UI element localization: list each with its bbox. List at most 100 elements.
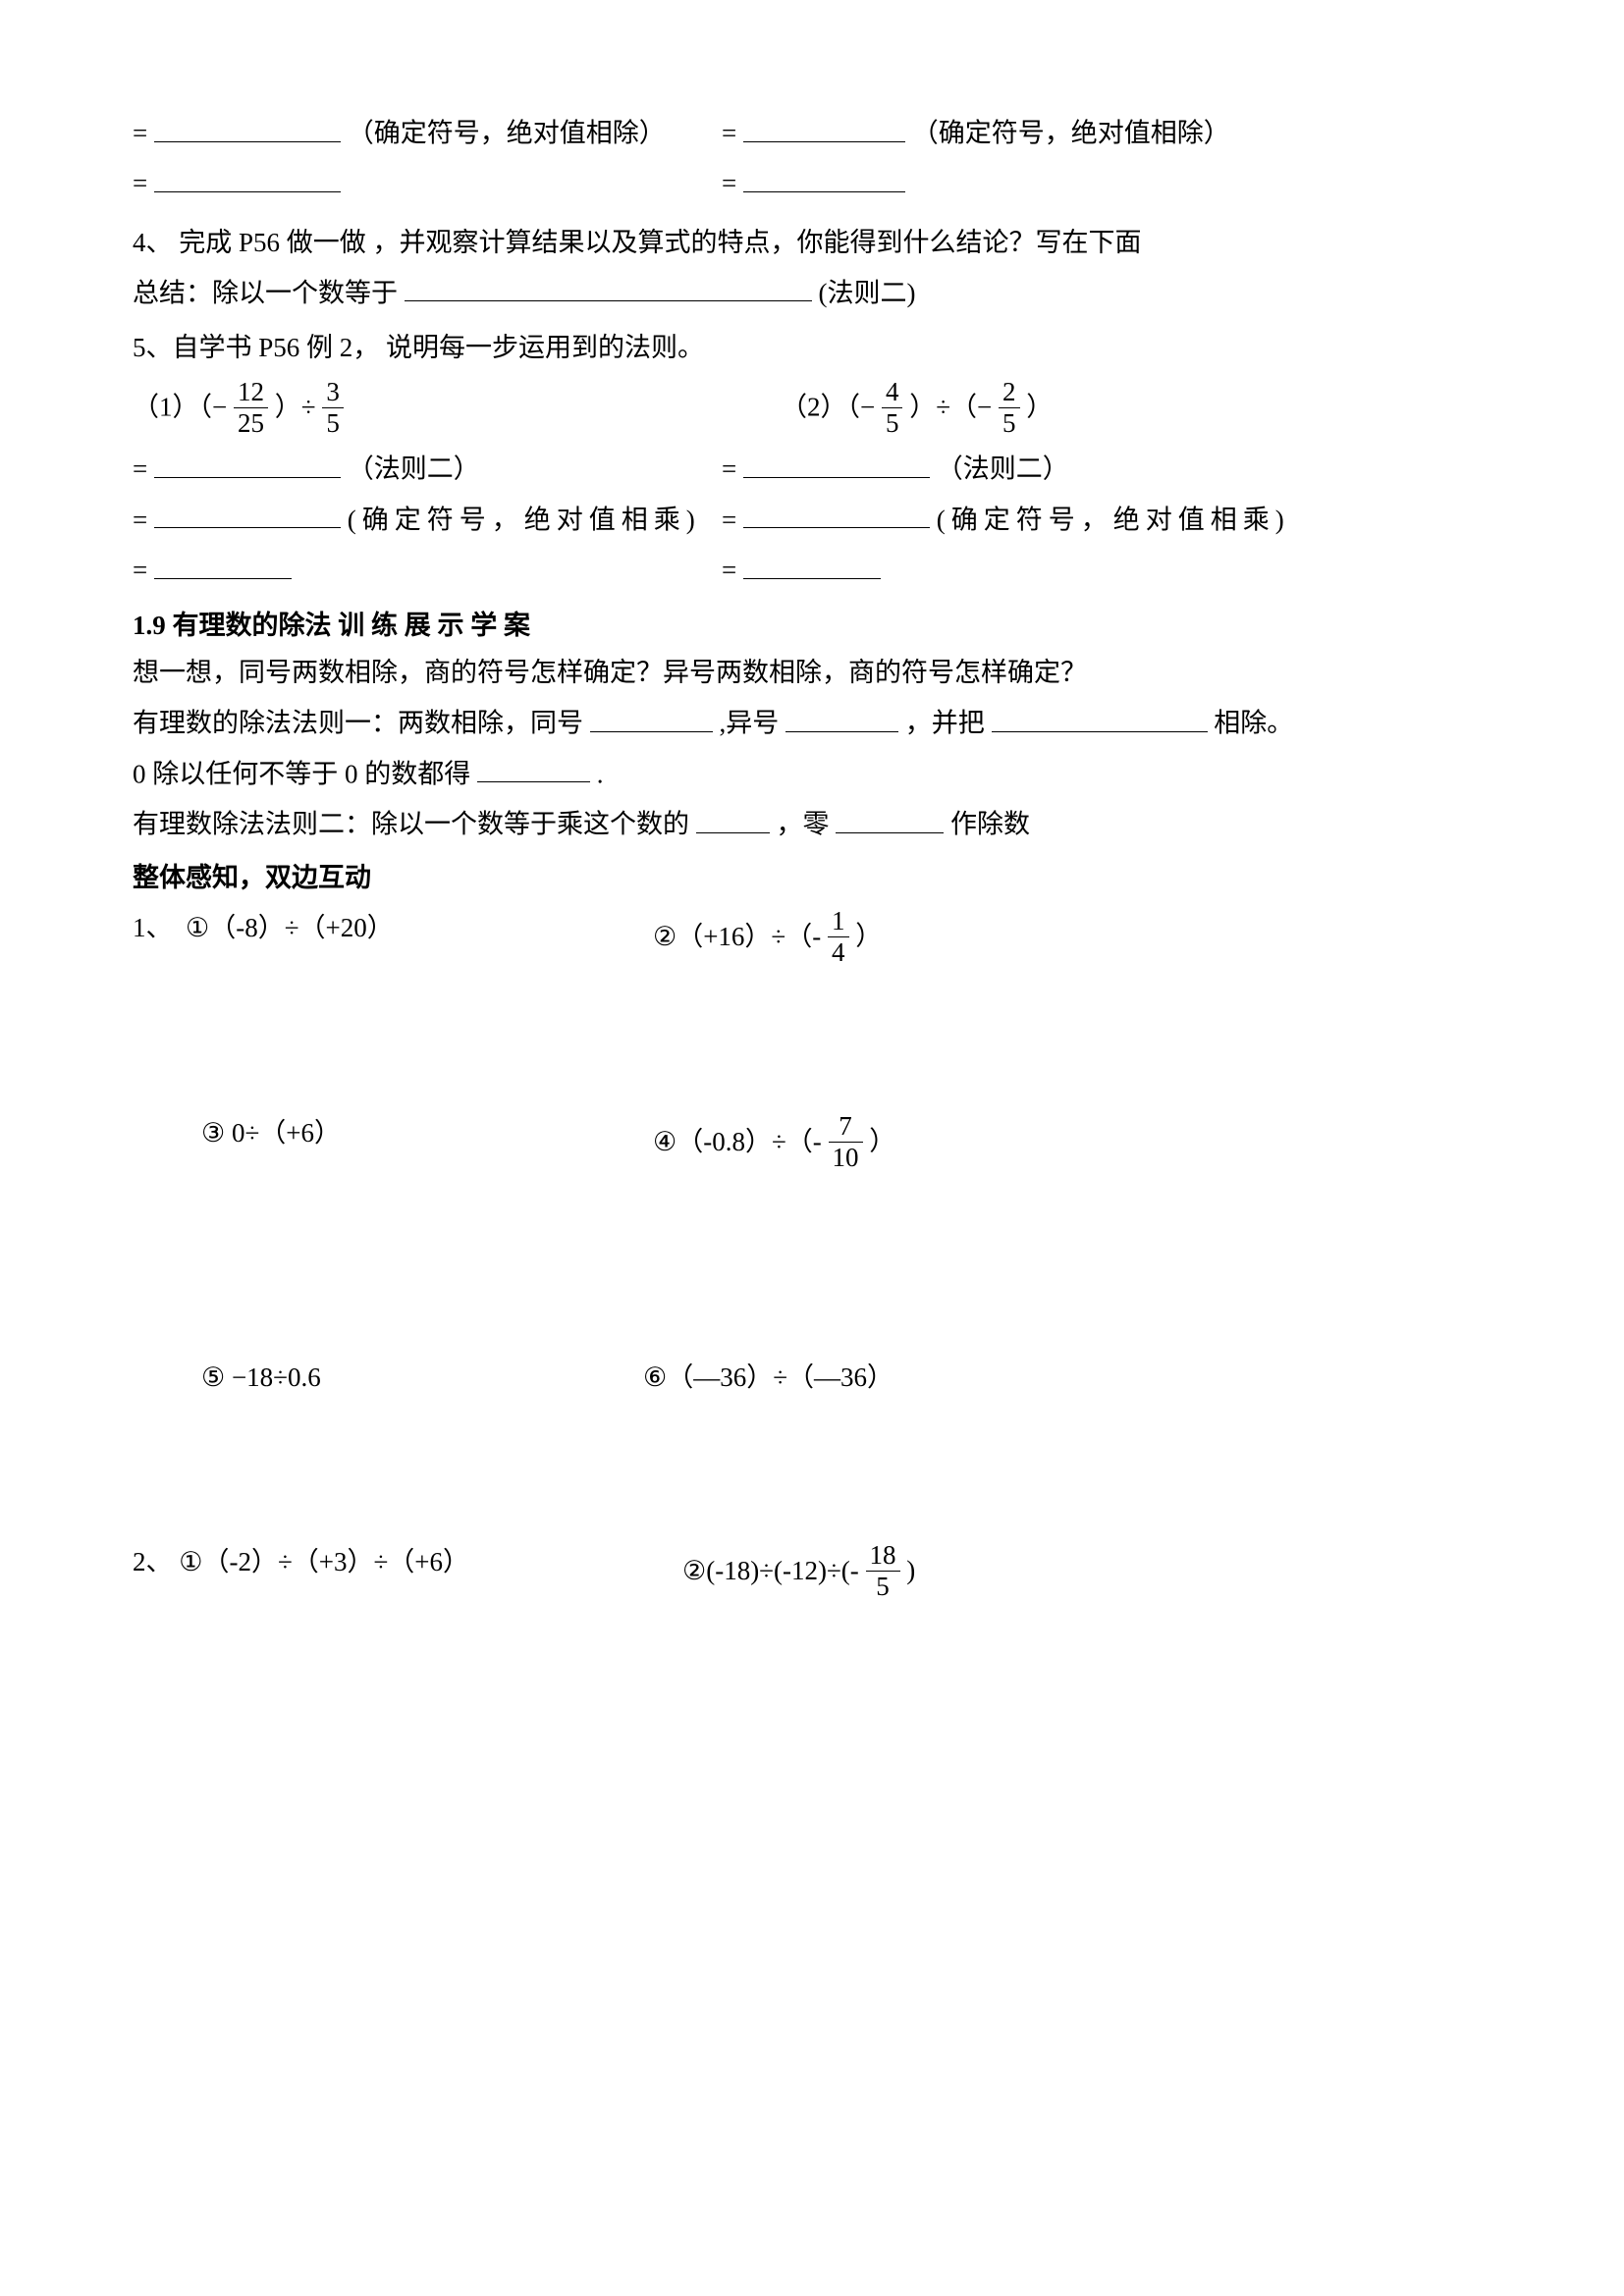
zero-line: 0 除以任何不等于 0 的数都得 . (133, 754, 1491, 793)
ex2-row: 2、 ①（-2）÷（+3）÷（+6） ②(-18)÷(-12)÷(- 18 5 … (133, 1544, 1491, 1602)
problem-text: ①（-2）÷（+3）÷（+6） (179, 1544, 469, 1581)
blank-field[interactable] (154, 113, 341, 142)
q5-right-mid: ）÷（− (909, 393, 992, 422)
frac-den: 10 (829, 1143, 863, 1171)
frac-den: 5 (322, 408, 344, 437)
q5-note-right: = (确定符号，绝对值相乘) (722, 500, 1290, 539)
eq-sign: = (722, 454, 736, 484)
problem-text: ②(-18)÷(-12)÷(- (682, 1553, 859, 1590)
zero-a: 0 除以任何不等于 0 的数都得 (133, 759, 470, 788)
problem-tail: ） (869, 1127, 895, 1156)
frac-num: 2 (999, 379, 1020, 408)
rule1-b: ,异号 (720, 709, 780, 738)
top-row-2: = = (133, 163, 1491, 202)
rule2-label: （法则二） (937, 454, 1069, 484)
blank-field[interactable] (154, 163, 341, 192)
rule2-label: （法则二） (348, 454, 480, 484)
note-text: （确定符号，绝对值相除） (348, 119, 666, 148)
fraction-icon: 3 5 (322, 379, 344, 437)
rule1-d: 相除。 (1214, 709, 1293, 738)
blank-field[interactable] (154, 449, 341, 478)
blank-field[interactable] (743, 163, 905, 192)
ex2-p1: 2、 ①（-2）÷（+3）÷（+6） (133, 1544, 682, 1602)
ex1-row-2: ③ 0÷（+6） ④（-0.8）÷（- 7 10 ） (133, 1115, 1491, 1173)
fraction-icon: 18 5 (866, 1542, 900, 1600)
frac-num: 1 (828, 908, 849, 937)
blank-field[interactable] (785, 703, 898, 732)
q5-final-right: = (722, 550, 881, 589)
ex1-lead: 1、 (133, 913, 173, 942)
blank-field[interactable] (696, 804, 770, 833)
problem-tail: ） (855, 922, 882, 951)
q5-rule2-row: = （法则二） = （法则二） (133, 449, 1491, 488)
frac-den: 5 (882, 408, 903, 437)
problem-text: ④（-0.8）÷（- (653, 1124, 822, 1161)
fraction-icon: 2 5 (999, 379, 1020, 437)
rule1-c: ，并把 (905, 709, 985, 738)
q5-right: （2）（− 4 5 ）÷（− 2 5 ） (781, 381, 1053, 439)
fraction-icon: 4 5 (882, 379, 903, 437)
q5-final-left: = (133, 550, 722, 589)
frac-num: 3 (322, 379, 344, 408)
eq-sign: = (722, 505, 736, 534)
blank-field[interactable] (405, 273, 812, 302)
blank-field[interactable] (836, 804, 944, 833)
think-line: 想一想，同号两数相除，商的符号怎样确定？异号两数相除，商的符号怎样确定？ (133, 655, 1491, 692)
rule2-a: 有理数除法法则二：除以一个数等于乘这个数的 (133, 810, 689, 839)
ex1-p3: ③ 0÷（+6） (201, 1115, 653, 1173)
q5-right-label: （2）（− (781, 393, 875, 422)
blank-field[interactable] (743, 500, 930, 529)
ex1-row-3: ⑤ −18÷0.6 ⑥（—36）÷（—36） (133, 1360, 1491, 1397)
q5-final-row: = = (133, 550, 1491, 589)
note-text: (确定符号，绝对值相乘) (348, 505, 701, 534)
q5-note-left: = (确定符号，绝对值相乘) (133, 500, 722, 539)
problem-tail: ) (906, 1556, 915, 1585)
q5-rule2-right: = （法则二） (722, 449, 1069, 488)
eq-sign: = (133, 556, 147, 585)
fraction-icon: 1 4 (828, 908, 849, 966)
ex1-p6: ⑥（—36）÷（—36） (643, 1360, 893, 1397)
ex1-p1: 1、 ①（-8）÷（+20） (133, 910, 653, 968)
top-left-col: = (133, 163, 722, 202)
blank-field[interactable] (154, 500, 341, 529)
ex2-lead: 2、 (133, 1547, 173, 1576)
problem-text: ③ 0÷（+6） (201, 1115, 341, 1152)
frac-num: 18 (866, 1542, 900, 1572)
eq-sign: = (133, 169, 147, 198)
eq-sign: = (133, 454, 147, 484)
problem-text: ⑤ −18÷0.6 (201, 1360, 321, 1397)
blank-field[interactable] (590, 703, 713, 732)
eq-sign: = (722, 169, 736, 198)
summary-prefix: 总结：除以一个数等于 (133, 278, 398, 307)
section-title: 1.9 有理数的除法 训 练 展 示 学 案 (133, 608, 1491, 645)
blank-field[interactable] (743, 550, 881, 579)
eq-sign: = (133, 505, 147, 534)
frac-num: 7 (829, 1113, 863, 1143)
top-row-1: = （确定符号，绝对值相除） = （确定符号，绝对值相除） (133, 113, 1491, 152)
q5-left-label: （1）（− (133, 393, 227, 422)
note-text: (确定符号，绝对值相乘) (937, 505, 1290, 534)
ex1-p2: ②（+16）÷（- 1 4 ） (653, 910, 882, 968)
ex1-p4: ④（-0.8）÷（- 7 10 ） (653, 1115, 895, 1173)
blank-field[interactable] (743, 113, 905, 142)
blank-field[interactable] (154, 550, 292, 579)
q5-note-row: = (确定符号，绝对值相乘) = (确定符号，绝对值相乘) (133, 500, 1491, 539)
problem-text: ①（-8）÷（+20） (186, 910, 394, 947)
eq-sign: = (722, 119, 736, 148)
subheading: 整体感知，双边互动 (133, 860, 1491, 897)
summary-suffix: (法则二) (819, 278, 916, 307)
rule2-line: 有理数除法法则二：除以一个数等于乘这个数的 ，零 作除数 (133, 804, 1491, 843)
top-left-col: = （确定符号，绝对值相除） (133, 113, 722, 152)
blank-field[interactable] (477, 754, 590, 783)
eq-sign: = (722, 556, 736, 585)
eq-sign: = (133, 119, 147, 148)
top-right-col: = (722, 163, 905, 202)
ex1-row-1: 1、 ①（-8）÷（+20） ②（+16）÷（- 1 4 ） (133, 910, 1491, 968)
problem-text: ②（+16）÷（- (653, 919, 821, 956)
q5-left-mid: ）÷ (275, 393, 316, 422)
blank-field[interactable] (992, 703, 1208, 732)
frac-den: 25 (234, 408, 268, 437)
blank-field[interactable] (743, 449, 930, 478)
problem-text: ⑥（—36）÷（—36） (643, 1360, 893, 1397)
note-text: （确定符号，绝对值相除） (912, 119, 1230, 148)
